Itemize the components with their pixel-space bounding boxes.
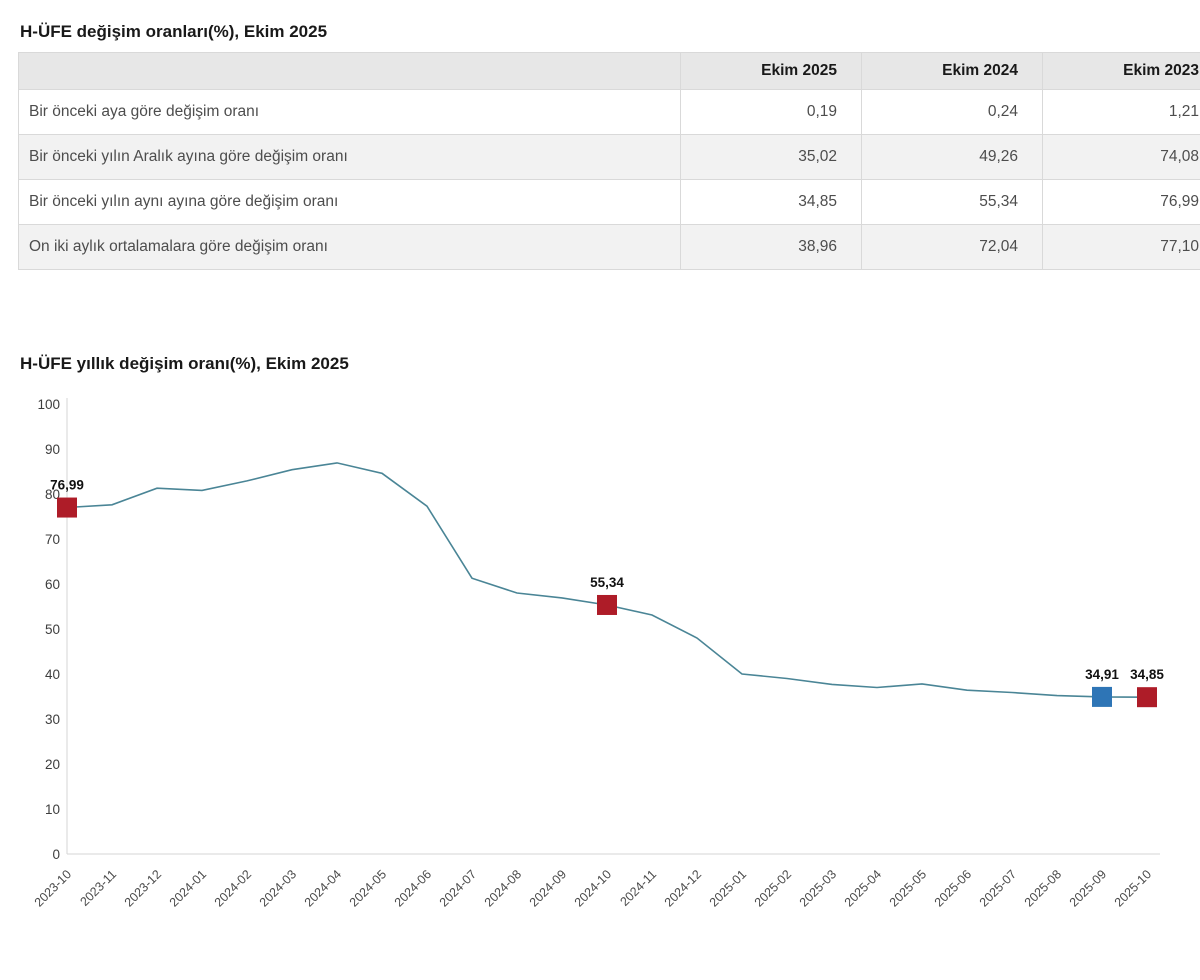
row-value: 77,10	[1042, 224, 1200, 270]
column-header: Ekim 2024	[861, 52, 1043, 90]
annotation-label: 76,99	[50, 478, 84, 493]
row-value: 55,34	[861, 179, 1043, 225]
rates-table: Ekim 2025 Ekim 2024 Ekim 2023 Bir önceki a…	[18, 52, 1200, 270]
x-tick-label: 2025-07	[977, 867, 1019, 909]
annotation-label: 34,85	[1130, 667, 1164, 682]
x-tick-label: 2024-03	[257, 867, 299, 909]
line-chart: 0 10 20 30 40 50 60 70 80 90 100 2023-10 2023-11 2023…	[18, 388, 1182, 966]
x-tick-label: 2025-03	[797, 867, 839, 909]
row-value: 38,96	[680, 224, 862, 270]
x-tick-label: 2023-12	[122, 867, 164, 909]
row-value: 35,02	[680, 134, 862, 180]
x-tick-label: 2023-11	[77, 867, 119, 909]
x-tick-label: 2025-01	[707, 867, 749, 909]
table-row: On iki aylık ortalamalara göre değişim o…	[18, 224, 1200, 270]
x-tick-label: 2024-06	[392, 867, 434, 909]
x-tick-label: 2024-08	[482, 867, 524, 909]
y-tick-label: 100	[37, 397, 60, 412]
y-tick-label: 80	[45, 487, 60, 502]
y-tick-label: 30	[45, 712, 60, 727]
y-tick-label: 90	[45, 442, 60, 457]
x-tick-label: 2024-09	[527, 867, 569, 909]
x-tick-label: 2024-01	[167, 867, 209, 909]
row-label: On iki aylık ortalamalara göre değişim o…	[18, 224, 681, 270]
y-tick-label: 10	[45, 802, 60, 817]
y-tick-label: 40	[45, 667, 60, 682]
row-label: Bir önceki yılın Aralık ayına göre değiş…	[18, 134, 681, 180]
table-section: H-ÜFE değişim oranları(%), Ekim 2025 Eki…	[18, 22, 1200, 270]
x-tick-label: 2025-05	[887, 867, 929, 909]
data-point-marker	[1137, 687, 1157, 708]
x-tick-label: 2024-10	[572, 867, 614, 909]
row-value: 0,24	[861, 89, 1043, 135]
data-point-marker	[597, 594, 617, 615]
x-tick-label: 2025-06	[932, 867, 974, 909]
table-row: Bir önceki yılın Aralık ayına göre değiş…	[18, 134, 1200, 180]
x-tick-label: 2025-04	[842, 867, 884, 909]
data-point-marker	[1092, 686, 1112, 707]
x-tick-label: 2025-09	[1067, 867, 1109, 909]
table-title: H-ÜFE değişim oranları(%), Ekim 2025	[20, 22, 328, 41]
row-value: 1,21	[1042, 89, 1200, 135]
table-row: Bir önceki yılın aynı ayına göre değişim…	[18, 179, 1200, 225]
line-chart-svg: 0 10 20 30 40 50 60 70 80 90 100 2023-10 2023-11 2023…	[32, 397, 1165, 910]
y-tick-label: 70	[45, 532, 60, 547]
column-header: Ekim 2023	[1042, 52, 1200, 90]
column-header: Ekim 2025	[680, 52, 862, 90]
y-tick-label: 50	[45, 622, 60, 637]
x-tick-label: 2025-08	[1022, 867, 1064, 909]
x-tick-label: 2025-10	[1112, 867, 1154, 909]
column-header-empty	[18, 52, 681, 90]
data-point-marker	[57, 497, 77, 518]
x-tick-label: 2023-10	[32, 867, 74, 909]
row-value: 72,04	[861, 224, 1043, 270]
y-tick-label: 60	[45, 577, 60, 592]
chart-title: H-ÜFE yıllık değişim oranı(%), Ekim 2025	[20, 354, 349, 373]
annotation-label: 55,34	[590, 575, 624, 590]
x-tick-label: 2024-07	[437, 867, 479, 909]
row-label: Bir önceki aya göre değişim oranı	[18, 89, 681, 135]
x-tick-label: 2025-02	[752, 867, 794, 909]
table-row: Bir önceki aya göre değişim oranı 0,19 0,2…	[18, 89, 1200, 135]
y-tick-label: 0	[52, 847, 60, 862]
row-value: 74,08	[1042, 134, 1200, 180]
annotation-label: 34,91	[1085, 667, 1119, 682]
row-label: Bir önceki yılın aynı ayına göre değişim…	[18, 179, 681, 225]
x-tick-label: 2024-02	[212, 867, 254, 909]
row-value: 49,26	[861, 134, 1043, 180]
y-tick-label: 20	[45, 757, 60, 772]
row-value: 0,19	[680, 89, 862, 135]
rates-table-body: Bir önceki aya göre değişim oranı 0,19 0,2…	[18, 89, 1200, 270]
row-value: 34,85	[680, 179, 862, 225]
x-tick-label: 2024-05	[347, 867, 389, 909]
x-tick-label: 2024-11	[617, 867, 659, 909]
x-tick-label: 2024-12	[662, 867, 704, 909]
chart-section: H-ÜFE yıllık değişim oranı(%), Ekim 2025…	[18, 354, 1182, 966]
rates-table-header: Ekim 2025 Ekim 2024 Ekim 2023	[18, 52, 1200, 90]
table-header-row: Ekim 2025 Ekim 2024 Ekim 2023	[18, 52, 1200, 90]
row-value: 76,99	[1042, 179, 1200, 225]
x-tick-label: 2024-04	[302, 867, 344, 909]
